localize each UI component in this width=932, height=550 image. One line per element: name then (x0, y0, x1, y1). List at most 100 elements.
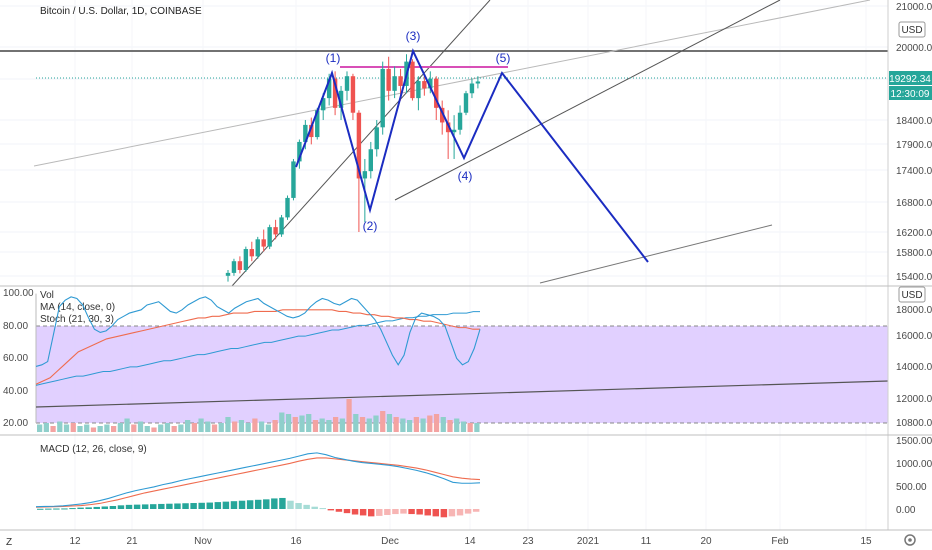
volume-bar (97, 426, 103, 432)
macd-histogram-bar (359, 509, 367, 516)
volume-bar (252, 418, 258, 432)
volume-bar (326, 420, 332, 432)
time-tick-label: 14 (464, 536, 476, 547)
macd-histogram-bar (109, 506, 117, 509)
volume-bar (306, 414, 312, 432)
candle (457, 105, 463, 135)
price-tick-label: 15400.00 (896, 272, 932, 283)
macd-tick-label: 0.00 (896, 505, 916, 516)
indicator-left-tick: 40.00 (3, 386, 28, 397)
volume-bar (460, 421, 467, 432)
price-axis[interactable]: 21000.0020000.0019400.0018400.0017900.00… (896, 2, 932, 283)
candle (255, 236, 260, 259)
macd-histogram-bar (101, 506, 109, 509)
volume-bar (259, 421, 265, 432)
macd-histogram-bar (77, 507, 84, 509)
volume-bar (474, 423, 480, 432)
macd-histogram-bar (198, 502, 205, 509)
time-axis[interactable]: 12 21 Nov 16 Dec 14 23 2021 11 20 Feb 15 (69, 536, 872, 547)
macd-histogram-bar (295, 503, 302, 509)
price-grid (0, 0, 888, 530)
macd-line (35, 452, 481, 508)
time-tick-label: Feb (771, 536, 789, 547)
macd-histogram-bar (271, 498, 278, 509)
price-tick-label: 20000.00 (896, 43, 932, 54)
indicator-left-tick: 80.00 (3, 321, 28, 332)
long-trendline (33, 0, 871, 167)
volume-bar (245, 423, 251, 432)
candle (440, 100, 445, 135)
settings-gear-icon[interactable] (904, 534, 916, 546)
macd-histogram-bar (343, 509, 351, 514)
macd-histogram-bar (464, 509, 472, 514)
indicator-right-tick: 14000.00 (896, 362, 932, 373)
candle (416, 76, 421, 111)
macd-histogram-bar (319, 508, 327, 510)
last-price-label: 19292.34 (889, 74, 931, 85)
volume-bar (386, 414, 393, 432)
volume-bar (84, 424, 90, 432)
volume-bar (178, 424, 184, 432)
volume-bar (191, 423, 197, 432)
macd-histogram-bar (158, 503, 165, 509)
wave-label: (5) (496, 51, 511, 65)
stoch-d-line (35, 309, 480, 385)
macd-histogram-bar (150, 504, 157, 509)
candle (469, 78, 475, 99)
price-tick-label: 16200.00 (896, 228, 932, 239)
countdown-label: 12:30:09 (891, 89, 930, 100)
volume-bar (339, 418, 345, 432)
candle (261, 229, 266, 252)
macd-histogram-bar (246, 500, 254, 509)
macd-legend: MACD (12, 26, close, 9) (40, 444, 147, 455)
macd-histogram-bar (125, 504, 133, 509)
macd-histogram-bar (238, 500, 246, 509)
volume-bar (77, 426, 83, 432)
volume-bar (400, 418, 406, 432)
macd-tick-label: 1000.00 (896, 459, 932, 470)
volume-bar (185, 420, 191, 432)
volume-bar (225, 417, 231, 432)
time-tick-label: Dec (381, 536, 399, 547)
time-tick-label: 20 (700, 536, 712, 547)
volume-bar (433, 414, 440, 432)
candle (243, 246, 249, 272)
volume-bar (407, 420, 413, 432)
stoch-k-line (35, 296, 481, 367)
volume-bar (312, 420, 319, 432)
usd-badge-indicator[interactable]: USD (898, 286, 926, 303)
elliott-waves: (1) (2) (3) (4) (5) (295, 29, 649, 263)
usd-badge[interactable]: USD (898, 21, 926, 38)
wave-label: (3) (406, 29, 421, 43)
macd-histogram-bar (424, 509, 431, 516)
macd-histogram-bar (61, 508, 68, 510)
indicator-right-tick: 16000.00 (896, 331, 932, 342)
volume-bar (90, 427, 97, 432)
indicator-left-tick: 20.00 (3, 418, 28, 429)
volume-bar (205, 421, 211, 432)
macd-histogram-bar (303, 504, 310, 509)
macd-histogram-bar (440, 509, 448, 518)
volume-bar (104, 424, 110, 432)
macd-histogram-bar (384, 509, 391, 515)
volume-bar (198, 418, 204, 432)
indicator-legend: Vol (40, 290, 54, 301)
macd-histogram-bar (376, 509, 383, 516)
zoom-letter[interactable]: Z (6, 537, 12, 548)
indicator-legend: Stoch (21, 30, 3) (40, 314, 114, 325)
candle (422, 73, 427, 96)
time-tick-label: 16 (290, 536, 302, 547)
price-pane-bg (0, 0, 888, 286)
time-tick-label: 23 (522, 536, 534, 547)
macd-histogram-bar (182, 503, 189, 509)
macd-histogram-bar (351, 509, 359, 515)
macd-histogram-bar (400, 509, 407, 514)
candle (225, 269, 231, 282)
macd-histogram-bar (133, 504, 141, 509)
candle (386, 56, 391, 101)
time-tick-label: 12 (69, 536, 81, 547)
macd-histogram-bar (37, 508, 44, 510)
time-tick-label: 21 (126, 536, 138, 547)
candle (350, 73, 356, 121)
